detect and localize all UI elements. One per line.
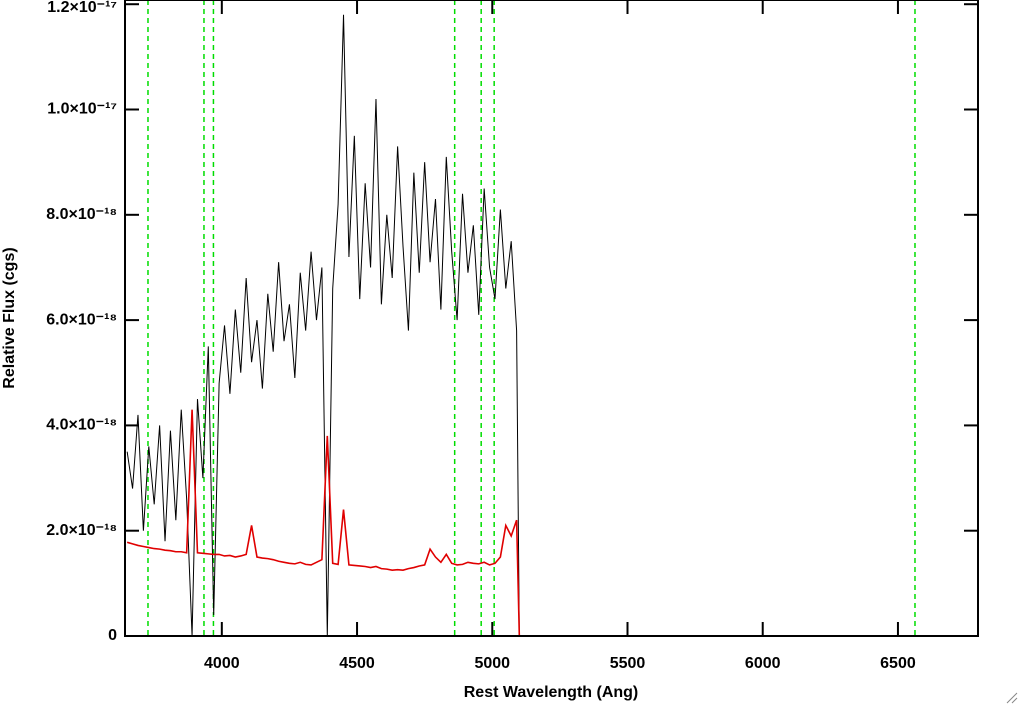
x-tick-label: 5000 (474, 655, 510, 672)
y-tick-label: 6.0×10⁻¹⁸ (46, 311, 117, 328)
y-tick-label: 4.0×10⁻¹⁸ (46, 417, 117, 434)
x-tick-label: 4000 (204, 655, 240, 672)
y-tick-label: 0 (108, 627, 117, 644)
spectrum-line (126, 409, 977, 637)
y-tick-label: 8.0×10⁻¹⁸ (46, 206, 117, 223)
x-tick-label: 5500 (610, 655, 646, 672)
y-axis-title: Relative Flux (cgs) (1, 247, 18, 388)
x-tick-label: 4500 (339, 655, 375, 672)
x-axis-title: Rest Wavelength (Ang) (464, 684, 639, 701)
y-tick-label: 2.0×10⁻¹⁸ (46, 522, 117, 539)
resize-grip (1006, 692, 1018, 704)
x-tick-label: 6000 (745, 655, 781, 672)
plot-frame (124, 0, 979, 637)
y-tick-label: 1.2×10⁻¹⁷ (47, 0, 117, 16)
x-tick-label: 6500 (880, 655, 916, 672)
y-tick-label: 1.0×10⁻¹⁷ (47, 101, 117, 118)
